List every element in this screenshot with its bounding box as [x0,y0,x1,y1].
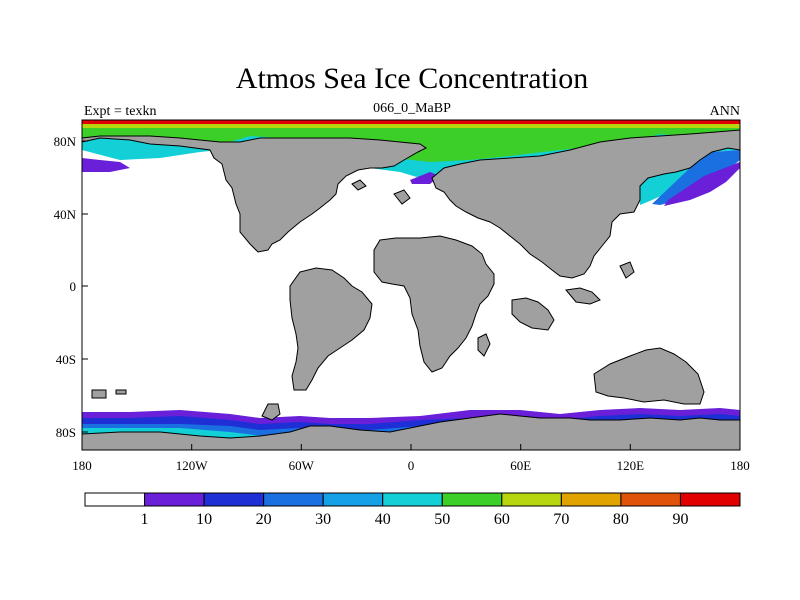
map-panel [81,119,741,451]
colorbar-swatch [84,492,146,507]
land-eurasia [431,129,741,279]
land-indonesia [565,287,601,305]
y-tick-label: 40N [54,207,77,222]
land-india [511,297,555,331]
colorbar-tick-label: 60 [494,511,510,528]
x-tick-label: 60W [289,458,315,473]
x-axis-labels: 180 120W 60W 0 60E 120E 180 [72,458,750,473]
y-tick-label: 80S [56,425,76,440]
land-australia [593,347,705,405]
colorbar-swatch [560,492,622,507]
ice-band-30-pacific [652,150,740,205]
colorbar-tick-label: 40 [375,511,391,528]
x-tick-label: 180 [72,458,92,473]
ice-band-90 [82,120,740,124]
ice-band-70 [82,124,740,128]
colorbar: 1 10 20 30 40 50 60 70 80 90 [84,492,741,528]
land-arctic-island [351,179,367,191]
colorbar-tick-label: 70 [553,511,569,528]
y-tick-label: 40S [56,352,76,367]
ice-band-1-barents [410,172,440,184]
colorbar-tick-label: 10 [196,511,212,528]
land-masses [81,129,741,451]
y-tick-label: 0 [70,279,77,294]
ice-band-1-pacific [664,162,740,206]
land-antarctica [81,413,741,451]
y-axis-ticks [82,140,88,433]
colorbar-tick-label: 20 [256,511,272,528]
colorbar-tick-label: 1 [141,511,149,528]
x-tick-label: 120W [176,458,209,473]
land-southeast-asia-island [619,261,635,279]
period-label: 066_0_MaBP [373,101,451,116]
colorbar-swatch [501,492,562,507]
colorbar-tick-label: 50 [434,511,450,528]
land-europe-islands [393,189,411,205]
x-tick-label: 180 [730,458,750,473]
land-antarctic-peninsula [261,403,281,421]
land-madagascar [477,333,491,357]
land-south-america [289,267,373,391]
colorbar-swatch [679,492,741,507]
experiment-label: Expt = texkn [84,104,156,119]
x-tick-label: 0 [408,458,415,473]
land-southern-islet [115,389,127,395]
colorbar-swatch [203,492,265,507]
colorbar-swatch [441,492,503,507]
colorbar-swatch [322,492,384,507]
colorbar-swatch [382,492,443,507]
x-axis-ticks [81,444,741,450]
colorbar-swatch [620,492,681,507]
x-tick-label: 60E [510,458,531,473]
colorbar-swatch [263,492,324,507]
ice-band-1-atlantic [82,158,130,172]
land-africa [373,235,495,373]
chart-title: Atmos Sea Ice Concentration [236,62,588,95]
colorbar-tick-label: 90 [672,511,688,528]
y-tick-label: 80N [54,134,77,149]
season-label: ANN [710,104,740,119]
colorbar-tick-label: 30 [315,511,331,528]
land-southern-island [91,389,107,399]
colorbar-swatch [144,492,205,507]
y-axis-labels: 80N 40N 0 40S 80S [54,134,77,440]
land-north-america [81,135,427,253]
colorbar-tick-label: 80 [613,511,629,528]
x-tick-label: 120E [617,458,645,473]
